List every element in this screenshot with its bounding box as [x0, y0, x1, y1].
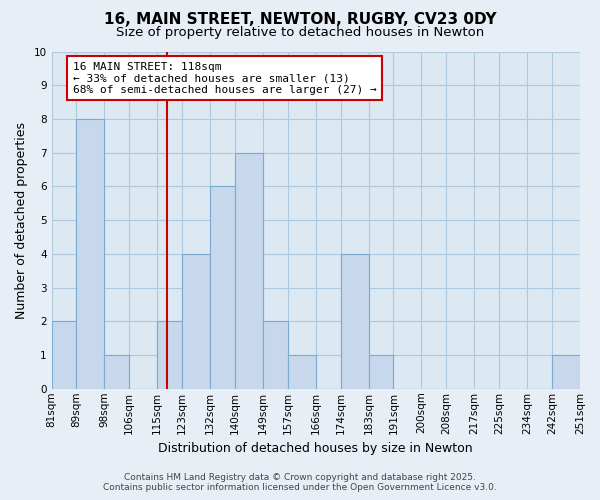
Bar — [52, 322, 76, 389]
Bar — [210, 186, 235, 389]
Bar — [104, 355, 129, 389]
Bar — [235, 152, 263, 389]
X-axis label: Distribution of detached houses by size in Newton: Distribution of detached houses by size … — [158, 442, 473, 455]
Bar — [552, 355, 580, 389]
Text: Size of property relative to detached houses in Newton: Size of property relative to detached ho… — [116, 26, 484, 39]
Bar — [76, 119, 104, 389]
Text: 16, MAIN STREET, NEWTON, RUGBY, CV23 0DY: 16, MAIN STREET, NEWTON, RUGBY, CV23 0DY — [104, 12, 496, 28]
Text: 16 MAIN STREET: 118sqm
← 33% of detached houses are smaller (13)
68% of semi-det: 16 MAIN STREET: 118sqm ← 33% of detached… — [73, 62, 376, 95]
Bar — [263, 322, 288, 389]
Y-axis label: Number of detached properties: Number of detached properties — [15, 122, 28, 318]
Bar — [288, 355, 316, 389]
Bar — [157, 322, 182, 389]
Text: Contains HM Land Registry data © Crown copyright and database right 2025.
Contai: Contains HM Land Registry data © Crown c… — [103, 473, 497, 492]
Bar — [182, 254, 210, 389]
Bar — [368, 355, 394, 389]
Bar — [341, 254, 368, 389]
